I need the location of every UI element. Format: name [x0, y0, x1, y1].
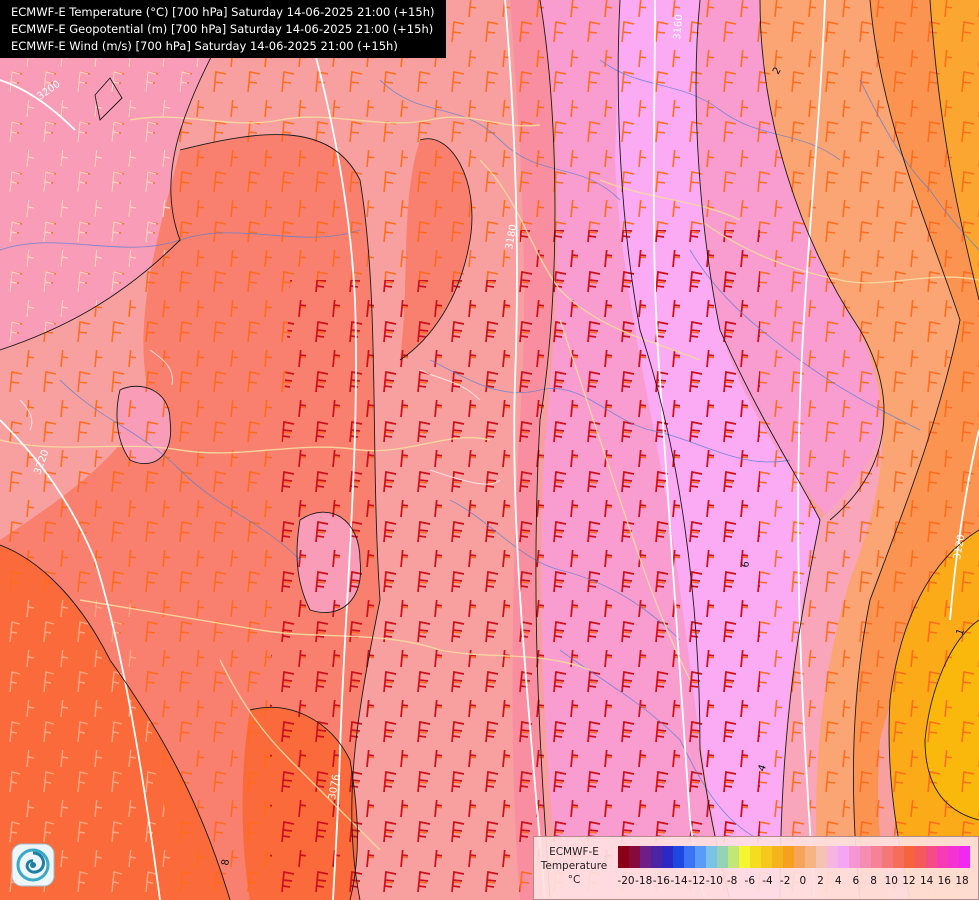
legend-swatch — [805, 846, 816, 868]
legend-tick-label: 14 — [919, 875, 934, 887]
legend-tick-label: 6 — [852, 875, 860, 887]
temp-label-8: 8 — [220, 858, 232, 866]
legend-swatch — [860, 846, 871, 868]
legend-swatch — [728, 846, 739, 868]
title-temperature: ECMWF-E Temperature (°C) [700 hPa] Satur… — [11, 5, 435, 19]
legend-swatch — [761, 846, 772, 868]
legend-swatch — [706, 846, 717, 868]
geo-label-3120: 3120 — [952, 534, 967, 561]
legend-swatch — [739, 846, 750, 868]
legend-tick-label: 2 — [817, 875, 824, 887]
legend-swatch — [904, 846, 915, 868]
legend-swatch — [750, 846, 761, 868]
legend-swatch — [937, 846, 948, 868]
geo-label-3160: 3160 — [672, 14, 685, 40]
legend-swatch — [651, 846, 662, 868]
legend-swatch — [915, 846, 926, 868]
title-wind: ECMWF-E Wind (m/s) [700 hPa] Saturday 14… — [11, 39, 398, 53]
legend-swatch — [794, 846, 805, 868]
title-geopotential: ECMWF-E Geopotential (m) [700 hPa] Satur… — [11, 22, 434, 36]
legend-tick-label: -14 — [670, 875, 688, 887]
legend-tick-labels: -20 -18 -16 -14 -12 -10 -8 -6 -4 -2 0 2 4 6 8 10 12 14 16 1… — [617, 875, 970, 889]
temp-label-1: 1 — [954, 627, 967, 637]
legend-tick-label: 0 — [799, 875, 807, 887]
ecmwf-swirl-logo-icon — [11, 843, 55, 887]
legend-swatch — [948, 846, 959, 868]
legend-tick-label: 8 — [870, 875, 877, 887]
coastlines — [19, 349, 501, 485]
legend-swatch — [717, 846, 728, 868]
country-borders — [0, 116, 979, 851]
legend-tick-label: 18 — [955, 875, 969, 887]
legend-swatch — [926, 846, 937, 868]
geo-label-3180: 3180 — [504, 224, 519, 251]
legend-color-bar — [618, 846, 970, 868]
legend-tick-label: -18 — [635, 875, 653, 887]
legend-tick-label: -10 — [705, 875, 723, 887]
legend-tick-label: 12 — [902, 875, 916, 887]
legend-swatch — [838, 846, 849, 868]
map-title-box: ECMWF-E Temperature (°C) [700 hPa] Satur… — [0, 0, 447, 58]
legend-swatch — [695, 846, 706, 868]
legend-swatch — [684, 846, 695, 868]
legend-swatch — [871, 846, 882, 868]
legend-swatch — [882, 846, 893, 868]
legend-tick-label: -12 — [688, 875, 706, 887]
legend-swatch — [783, 846, 794, 868]
legend-tick-label: 10 — [884, 875, 898, 887]
legend-swatch — [629, 846, 640, 868]
geo-label-3076: 3076 — [327, 774, 342, 801]
temperature-legend: ECMWF-E Temperature °C -20 -18 -16 -14 -12 -1… — [533, 836, 979, 900]
legend-swatch — [662, 846, 673, 868]
legend-swatch — [849, 846, 860, 868]
legend-tick-label: -4 — [762, 875, 773, 887]
legend-swatch — [640, 846, 651, 868]
legend-swatch — [618, 846, 629, 868]
legend-tick-label: -8 — [726, 875, 738, 887]
legend-swatch — [959, 846, 970, 868]
legend-swatch — [816, 846, 827, 868]
legend-title: ECMWF-E Temperature °C — [540, 846, 608, 886]
legend-tick-label: 16 — [937, 875, 951, 887]
temp-label-2: 2 — [771, 65, 784, 76]
temp-label-6: 6 — [740, 560, 752, 568]
legend-tick-label: 4 — [834, 875, 842, 887]
legend-tick-label: -2 — [779, 875, 791, 887]
legend-swatch — [827, 846, 838, 868]
temp-label-4: 4 — [756, 763, 769, 773]
legend-tick-label: -20 — [617, 875, 635, 887]
legend-swatch — [673, 846, 684, 868]
legend-tick-label: -16 — [652, 875, 670, 887]
legend-swatch — [893, 846, 904, 868]
legend-tick-label: -6 — [744, 875, 756, 887]
legend-swatch — [772, 846, 783, 868]
rivers — [0, 59, 979, 841]
